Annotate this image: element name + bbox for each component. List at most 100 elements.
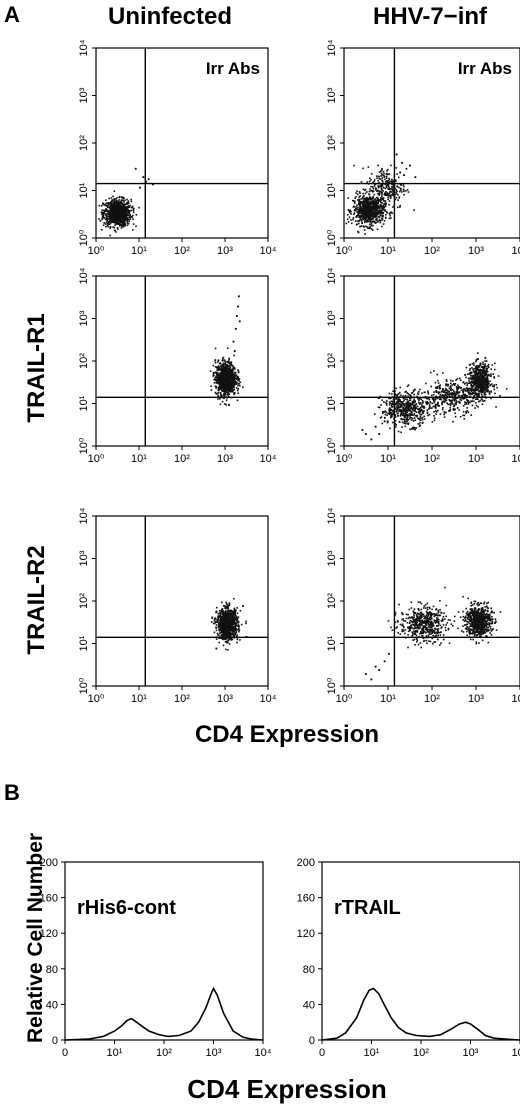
event-dot bbox=[481, 366, 483, 368]
event-dot bbox=[227, 380, 230, 383]
event-dot bbox=[395, 192, 398, 195]
event-dot bbox=[467, 401, 469, 403]
event-dot bbox=[377, 215, 380, 218]
event-dot bbox=[385, 402, 388, 405]
event-dot bbox=[233, 628, 235, 631]
event-dot bbox=[219, 383, 222, 385]
event-dot bbox=[212, 622, 215, 625]
event-dot bbox=[368, 180, 371, 183]
event-dot bbox=[362, 201, 364, 204]
event-dot bbox=[410, 412, 413, 415]
event-dot bbox=[426, 402, 429, 404]
event-dot bbox=[477, 380, 480, 382]
event-dot bbox=[398, 398, 400, 401]
event-dot bbox=[399, 189, 402, 192]
event-dot bbox=[477, 378, 480, 380]
event-dot bbox=[455, 379, 457, 381]
event-dot bbox=[385, 401, 387, 404]
event-dot bbox=[401, 161, 404, 164]
event-dot bbox=[476, 367, 479, 370]
event-dot bbox=[481, 399, 484, 401]
event-dot bbox=[237, 384, 239, 387]
event-dot bbox=[419, 410, 421, 412]
event-dot bbox=[376, 213, 379, 215]
event-dot bbox=[109, 204, 112, 206]
event-dot bbox=[484, 363, 486, 365]
event-dot bbox=[364, 197, 366, 199]
y-tick-label: 10² bbox=[326, 353, 338, 369]
event-dot bbox=[458, 401, 460, 404]
event-dot bbox=[379, 178, 382, 180]
event-dot bbox=[462, 393, 465, 396]
event-dot bbox=[110, 205, 112, 207]
event-dot bbox=[427, 390, 429, 392]
event-dot bbox=[380, 211, 382, 214]
event-dot bbox=[362, 192, 364, 195]
event-dot bbox=[224, 611, 227, 613]
event-dot bbox=[418, 412, 420, 414]
event-dot bbox=[377, 406, 380, 409]
event-dot bbox=[480, 375, 483, 377]
event-dot bbox=[382, 410, 384, 413]
event-dot bbox=[459, 387, 462, 389]
event-dot bbox=[405, 414, 408, 417]
event-dot bbox=[486, 375, 489, 378]
event-dot bbox=[233, 611, 235, 614]
event-dot bbox=[376, 220, 379, 223]
event-dot bbox=[482, 371, 485, 374]
event-dot bbox=[118, 199, 120, 201]
event-dot bbox=[362, 216, 365, 219]
event-dot bbox=[411, 408, 414, 410]
event-dot bbox=[105, 218, 108, 221]
x-tick-label: 10⁴ bbox=[512, 245, 520, 257]
event-dot bbox=[469, 382, 472, 385]
event-dot bbox=[424, 418, 426, 420]
event-dot bbox=[452, 380, 454, 382]
event-dot bbox=[418, 418, 421, 421]
event-dot bbox=[119, 205, 122, 207]
event-dot bbox=[227, 385, 230, 387]
event-dot bbox=[391, 194, 394, 196]
event-dot bbox=[470, 390, 473, 393]
event-dot bbox=[393, 409, 396, 411]
event-dot bbox=[437, 391, 440, 393]
event-dot bbox=[423, 396, 426, 399]
event-dot bbox=[378, 209, 381, 212]
event-dot bbox=[403, 410, 406, 413]
event-dot bbox=[364, 217, 366, 220]
event-dot bbox=[478, 392, 481, 395]
event-dot bbox=[357, 222, 360, 225]
event-dot bbox=[446, 383, 448, 386]
event-dot bbox=[456, 391, 458, 394]
event-dot bbox=[118, 210, 121, 213]
event-dot bbox=[236, 399, 239, 402]
y-tick-label: 10⁴ bbox=[78, 507, 90, 524]
event-dot bbox=[457, 386, 459, 389]
event-dot bbox=[490, 373, 492, 376]
event-dot bbox=[236, 628, 238, 631]
event-dot bbox=[399, 414, 402, 417]
event-dot bbox=[437, 401, 439, 404]
event-dot bbox=[392, 413, 394, 415]
event-dot bbox=[384, 203, 386, 205]
event-dot bbox=[227, 393, 230, 396]
event-dot bbox=[361, 205, 364, 208]
event-dot bbox=[407, 419, 410, 421]
event-dot bbox=[372, 224, 374, 227]
event-dot bbox=[422, 405, 424, 408]
event-dot bbox=[228, 638, 231, 641]
event-dot bbox=[382, 197, 385, 199]
event-dot bbox=[414, 419, 417, 422]
event-dot bbox=[357, 220, 359, 223]
event-dot bbox=[367, 198, 370, 201]
event-dot bbox=[368, 177, 371, 179]
event-dot bbox=[218, 622, 221, 624]
event-dot bbox=[221, 390, 224, 393]
event-dot bbox=[232, 367, 235, 369]
event-dot bbox=[229, 373, 231, 376]
event-dot bbox=[110, 200, 113, 203]
event-dot bbox=[422, 410, 424, 412]
event-dot bbox=[478, 385, 481, 387]
event-dot bbox=[237, 370, 240, 373]
